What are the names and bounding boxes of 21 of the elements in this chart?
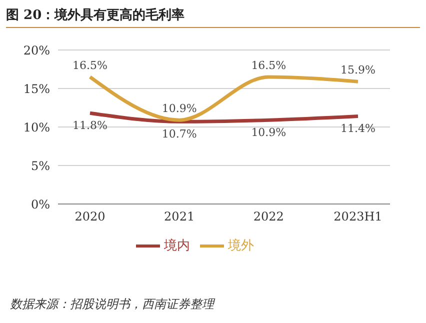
legend-label: 境外 — [228, 238, 254, 254]
data-label: 11.8% — [72, 119, 108, 132]
data-label: 10.9% — [251, 126, 286, 140]
x-tick-label: 2023H1 — [334, 210, 382, 224]
chart-title: 图 20：境外具有更高的毛利率 — [6, 6, 420, 28]
y-tick-label: 15% — [23, 82, 50, 96]
data-label: 10.9% — [162, 102, 197, 116]
y-tick-label: 10% — [23, 120, 50, 134]
data-label: 15.9% — [340, 64, 376, 77]
x-tick-label: 2021 — [164, 210, 195, 224]
x-tick-label: 2020 — [74, 210, 106, 224]
y-tick-label: 5% — [30, 158, 50, 173]
source-note: 数据来源：招股说明书，西南证券整理 — [10, 296, 214, 313]
data-label: 11.4% — [340, 122, 376, 136]
legend-label: 境内 — [164, 238, 190, 254]
data-label: 16.5% — [72, 58, 108, 72]
data-label: 10.7% — [162, 128, 197, 141]
y-tick-label: 0% — [30, 197, 50, 212]
data-label: 16.5% — [251, 58, 286, 72]
x-tick-label: 2022 — [253, 210, 284, 224]
y-tick-label: 20% — [23, 43, 50, 58]
